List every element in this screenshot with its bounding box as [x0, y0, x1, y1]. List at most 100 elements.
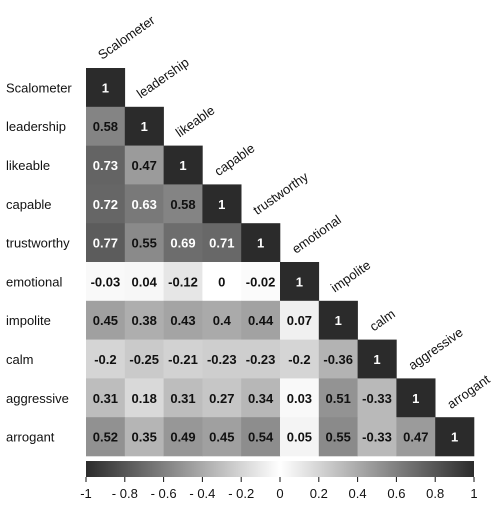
heatmap-cell [124, 223, 164, 263]
colorbar-tick-label: 0.8 [426, 486, 444, 501]
heatmap-cell [241, 378, 281, 418]
cell-value-label: 0.31 [170, 391, 195, 406]
heatmap-cell [241, 339, 281, 379]
cell-value-label: 0.72 [93, 197, 118, 212]
colorbar [86, 461, 474, 477]
cell-value-label: -0.12 [168, 274, 198, 289]
heatmap-cell [241, 300, 281, 340]
column-label-capable: capable [212, 140, 258, 178]
heatmap-cell [86, 300, 126, 340]
heatmap-cell [86, 262, 126, 302]
heatmap-cell [202, 417, 242, 457]
cell-value-label: 0.18 [132, 391, 157, 406]
cell-value-label: 0.03 [287, 391, 312, 406]
cell-value-label: 1 [451, 430, 458, 445]
colorbar-tick-label: - 0.6 [151, 486, 177, 501]
heatmap-cell [124, 184, 164, 224]
colorbar-tick-label: 0.2 [310, 486, 328, 501]
heatmap-cell [241, 417, 281, 457]
cell-value-label: 1 [296, 274, 303, 289]
row-label-capable: capable [6, 197, 52, 212]
cell-value-label: 0.35 [132, 430, 157, 445]
cell-value-label: -0.25 [129, 352, 159, 367]
row-label-scalometer: Scalometer [6, 80, 72, 95]
cell-value-label: 0.4 [213, 313, 232, 328]
heatmap-cell [318, 378, 358, 418]
cell-value-label: 0.58 [170, 197, 195, 212]
row-label-trustworthy: trustworthy [6, 236, 70, 251]
cell-value-label: -0.33 [362, 391, 392, 406]
cell-value-label: 1 [102, 80, 109, 95]
heatmap-cell [280, 300, 320, 340]
colorbar-tick-label: 0.4 [349, 486, 367, 501]
heatmap-cell [163, 262, 203, 302]
column-label-impolite: impolite [328, 257, 373, 295]
column-label-scalometer: Scalometer [95, 12, 158, 62]
heatmap-cell [396, 378, 436, 418]
heatmap-cell [202, 339, 242, 379]
heatmap-cell [435, 417, 475, 457]
cell-value-label: 1 [141, 119, 148, 134]
column-label-aggressive: aggressive [406, 325, 466, 373]
heatmap-cell [280, 417, 320, 457]
cell-value-label: 0.27 [209, 391, 234, 406]
row-label-calm: calm [6, 352, 33, 367]
heatmap-cell [124, 106, 164, 146]
cell-value-label: -0.36 [323, 352, 353, 367]
cell-value-label: 0.45 [93, 313, 118, 328]
cell-value-label: 0.51 [326, 391, 351, 406]
cell-value-label: -0.2 [288, 352, 310, 367]
cell-value-label: 0.47 [403, 430, 428, 445]
colorbar-gradient [86, 461, 474, 477]
heatmap-cell [241, 223, 281, 263]
cell-value-label: -0.23 [207, 352, 237, 367]
heatmap-cells: 1 0.58 1 0.73 0.47 1 0.72 0.63 0.58 1 0.77 0.55 0.69… [86, 68, 475, 457]
cell-value-label: 0.52 [93, 430, 118, 445]
heatmap-cell [202, 184, 242, 224]
column-label-likeable: likeable [173, 102, 218, 140]
cell-value-label: 0.31 [93, 391, 118, 406]
row-label-emotional: emotional [6, 274, 62, 289]
cell-value-label: 0.63 [132, 197, 157, 212]
colorbar-tick-label: 0.6 [387, 486, 405, 501]
heatmap-cell [86, 378, 126, 418]
cell-value-label: -0.33 [362, 430, 392, 445]
heatmap-cell [86, 417, 126, 457]
heatmap-cell [357, 378, 397, 418]
cell-value-label: 0.49 [170, 430, 195, 445]
colorbar-tick-label: 1 [470, 486, 477, 501]
row-label-leadership: leadership [6, 119, 66, 134]
cell-value-label: 0.69 [170, 236, 195, 251]
colorbar-tick-label: - 0.2 [228, 486, 254, 501]
colorbar-tick-label: - 0.8 [112, 486, 138, 501]
cell-value-label: -0.03 [91, 274, 121, 289]
cell-value-label: 0.54 [248, 430, 274, 445]
heatmap-cell [163, 378, 203, 418]
cell-value-label: 0.07 [287, 313, 312, 328]
heatmap-cell [280, 378, 320, 418]
column-label-calm: calm [367, 306, 398, 334]
cell-value-label: 1 [373, 352, 380, 367]
cell-value-label: -0.02 [246, 274, 276, 289]
colorbar-ticks: -1 - 0.8 - 0.6 - 0.4 - 0.2 0 0.2 0.4 0.6 0.8 1 [80, 477, 478, 501]
cell-value-label: 0.58 [93, 119, 118, 134]
cell-value-label: 0.55 [132, 236, 157, 251]
cell-value-label: 0.34 [248, 391, 274, 406]
cell-value-label: 0.55 [326, 430, 351, 445]
cell-value-label: 0.73 [93, 158, 118, 173]
heatmap-cell [124, 145, 164, 185]
cell-value-label: 1 [412, 391, 419, 406]
heatmap-cell [124, 339, 164, 379]
heatmap-cell [163, 223, 203, 263]
heatmap-cell [124, 300, 164, 340]
colorbar-tick-label: - 0.4 [189, 486, 215, 501]
heatmap-cell [202, 262, 242, 302]
heatmap-cell [396, 417, 436, 457]
cell-value-label: -0.23 [246, 352, 276, 367]
heatmap-cell [318, 300, 358, 340]
colorbar-tick-label: -1 [80, 486, 92, 501]
heatmap-cell [318, 417, 358, 457]
colorbar-tick-label: 0 [276, 486, 283, 501]
cell-value-label: 0.47 [132, 158, 157, 173]
